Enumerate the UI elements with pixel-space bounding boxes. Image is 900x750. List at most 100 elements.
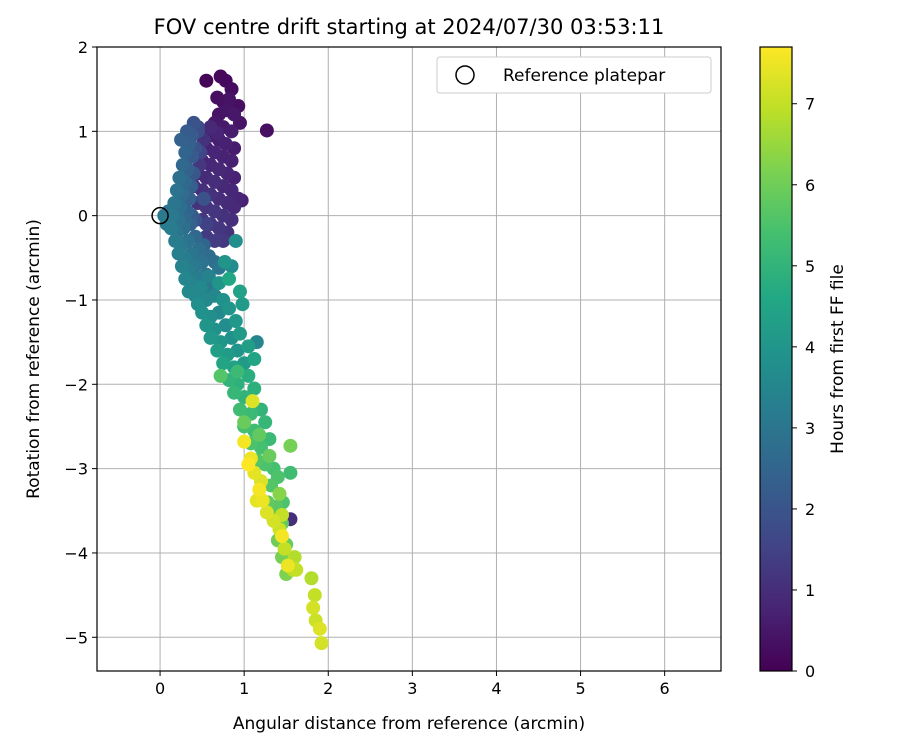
data-point bbox=[207, 145, 222, 160]
y-tick-label: −3 bbox=[64, 460, 88, 479]
data-point bbox=[304, 571, 319, 586]
y-tick-label: 2 bbox=[78, 38, 88, 57]
x-tick-label: 2 bbox=[323, 679, 333, 698]
data-point bbox=[203, 120, 218, 135]
y-axis-ticks: −5 −4 −3 −2 −1 0 1 2 bbox=[64, 38, 97, 647]
data-point bbox=[241, 457, 256, 472]
data-point bbox=[241, 368, 256, 383]
data-point bbox=[252, 482, 267, 497]
data-point bbox=[210, 343, 225, 358]
data-point bbox=[235, 297, 250, 312]
data-point bbox=[207, 174, 222, 189]
y-tick-label: −2 bbox=[64, 375, 88, 394]
x-tick-label: 3 bbox=[407, 679, 417, 698]
x-tick-label: 5 bbox=[575, 679, 585, 698]
reference-marker bbox=[151, 206, 169, 225]
data-point bbox=[207, 204, 222, 219]
data-point bbox=[168, 233, 183, 248]
data-point bbox=[247, 352, 262, 366]
data-point bbox=[181, 284, 196, 299]
data-point bbox=[207, 233, 222, 248]
data-point bbox=[216, 356, 231, 371]
data-point bbox=[174, 132, 189, 147]
data-point bbox=[178, 271, 193, 286]
data-point bbox=[314, 636, 329, 651]
data-point bbox=[227, 107, 242, 122]
data-point bbox=[222, 301, 237, 316]
data-point bbox=[201, 269, 216, 284]
colorbar-tick-label: 1 bbox=[805, 581, 815, 600]
data-point bbox=[232, 402, 247, 417]
data-point bbox=[159, 217, 174, 232]
data-point bbox=[222, 271, 237, 286]
data-point bbox=[222, 92, 237, 107]
data-point bbox=[259, 123, 274, 138]
data-point bbox=[277, 541, 292, 556]
data-points bbox=[157, 69, 329, 651]
colorbar-tick-label: 4 bbox=[805, 338, 815, 357]
colorbar-tick-label: 6 bbox=[805, 176, 815, 195]
x-tick-label: 4 bbox=[491, 679, 501, 698]
colorbar-tick-label: 3 bbox=[805, 419, 815, 438]
data-point bbox=[171, 246, 186, 261]
data-point bbox=[218, 136, 233, 151]
data-point bbox=[255, 493, 270, 508]
data-point bbox=[275, 529, 290, 544]
data-point bbox=[307, 588, 322, 603]
colorbar-tick-label: 0 bbox=[805, 662, 815, 681]
data-point bbox=[232, 326, 247, 341]
legend: Reference platepar bbox=[436, 56, 712, 94]
data-point bbox=[228, 233, 243, 248]
data-point bbox=[258, 415, 273, 430]
data-point bbox=[230, 364, 245, 379]
data-point bbox=[247, 381, 262, 396]
y-tick-label: −4 bbox=[64, 544, 88, 563]
y-tick-label: −5 bbox=[64, 628, 88, 647]
x-tick-label: 6 bbox=[660, 679, 670, 698]
data-point bbox=[272, 486, 287, 501]
data-point bbox=[262, 448, 277, 463]
legend-marker bbox=[455, 65, 475, 85]
data-point bbox=[245, 394, 260, 409]
colorbar-tick-label: 2 bbox=[805, 500, 815, 519]
data-point bbox=[227, 385, 242, 400]
data-point bbox=[228, 314, 243, 329]
data-point bbox=[169, 183, 184, 198]
data-point bbox=[172, 170, 187, 185]
data-point bbox=[241, 339, 256, 354]
data-point bbox=[199, 73, 214, 88]
data-point bbox=[217, 255, 232, 270]
data-point bbox=[312, 621, 327, 636]
chart-title: FOV centre drift starting at 2024/07/30 … bbox=[154, 15, 665, 39]
data-point bbox=[211, 162, 226, 177]
data-point bbox=[252, 427, 267, 442]
data-point bbox=[174, 259, 189, 274]
x-tick-label: 0 bbox=[155, 679, 165, 698]
colorbar-tick-label: 5 bbox=[805, 257, 815, 276]
data-point bbox=[283, 438, 298, 453]
data-point bbox=[195, 305, 210, 320]
data-point bbox=[175, 158, 190, 173]
colorbar-tick-label: 7 bbox=[805, 95, 815, 114]
data-point bbox=[199, 217, 214, 232]
data-point bbox=[237, 415, 252, 430]
data-point bbox=[213, 368, 228, 383]
data-point bbox=[259, 505, 274, 520]
legend-label: Reference platepar bbox=[503, 66, 665, 86]
data-point bbox=[283, 465, 298, 480]
y-tick-label: −1 bbox=[64, 291, 88, 310]
data-point bbox=[199, 318, 214, 333]
data-point bbox=[178, 145, 193, 160]
data-point bbox=[237, 434, 252, 449]
y-tick-label: 0 bbox=[78, 207, 88, 226]
data-point bbox=[224, 124, 239, 139]
legend-box bbox=[436, 56, 712, 94]
x-axis-ticks: 0 1 2 3 4 5 6 bbox=[155, 671, 670, 698]
colorbar-ticks: 0 1 2 3 4 5 6 7 bbox=[792, 95, 815, 681]
data-point bbox=[306, 600, 321, 615]
data-point bbox=[193, 280, 208, 295]
x-tick-label: 1 bbox=[239, 679, 249, 698]
data-point bbox=[203, 330, 218, 345]
x-axis-label: Angular distance from reference (arcmin) bbox=[233, 714, 585, 734]
